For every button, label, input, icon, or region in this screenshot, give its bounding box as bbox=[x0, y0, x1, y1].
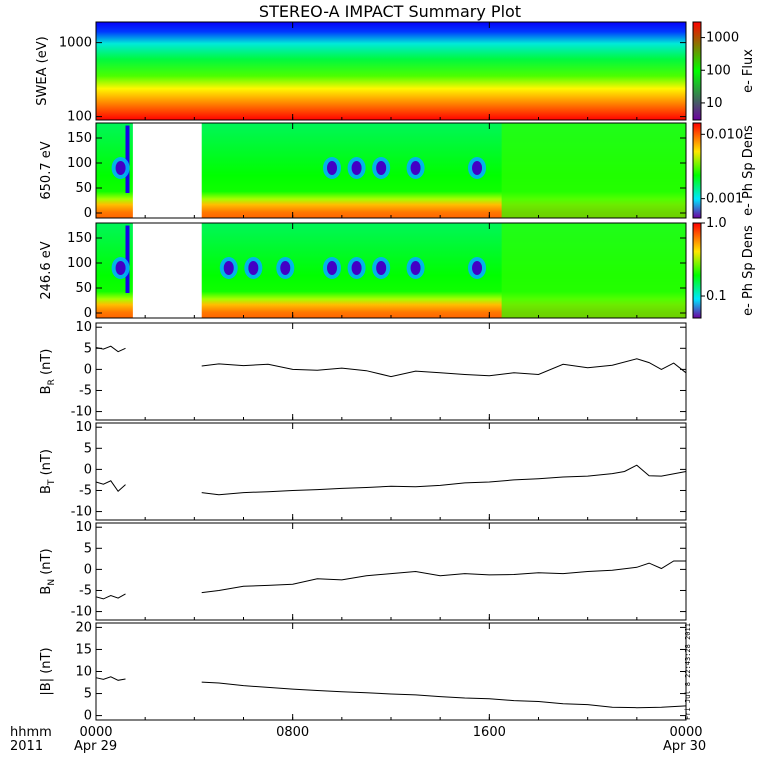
colorbar-tick-label: 10 bbox=[706, 96, 723, 111]
pad-blob-core bbox=[248, 261, 259, 275]
y-tick-label: 10 bbox=[75, 520, 92, 535]
data-gap bbox=[132, 223, 202, 318]
pad-blob-core bbox=[115, 161, 126, 175]
y-tick-label: 0 bbox=[84, 462, 92, 477]
pad-edge bbox=[125, 225, 130, 293]
colorbar-tick-label: 100 bbox=[706, 63, 731, 78]
data-gap bbox=[132, 123, 202, 218]
pad-blob-core bbox=[115, 261, 126, 275]
pad-blob-core bbox=[410, 261, 421, 275]
x-axis-caption-2: 2011 bbox=[10, 739, 44, 754]
y-tick-label: -5 bbox=[79, 483, 92, 498]
colorbar-tick-label: 0.001 bbox=[706, 192, 743, 207]
y-tick-label: 0 bbox=[84, 306, 92, 321]
br-trace bbox=[201, 358, 687, 378]
y-tick-label: 5 bbox=[84, 687, 92, 702]
bt-trace bbox=[201, 464, 687, 496]
y-tick-label: 0 bbox=[84, 206, 92, 221]
y-axis-label: SWEA (eV) bbox=[35, 36, 50, 105]
y-tick-label: 15 bbox=[75, 642, 92, 657]
br-trace bbox=[95, 345, 126, 353]
timestamp-stamp: Fri Jul 8 22:43:28 2011 bbox=[684, 623, 692, 720]
pad-blob-core bbox=[327, 261, 337, 275]
x-axis-caption-1: hhmm bbox=[10, 725, 52, 740]
y-axis-label: e- Ph Sp Dens bbox=[741, 125, 756, 216]
plot-title: STEREO-A IMPACT Summary Plot bbox=[258, 2, 522, 21]
y-tick-label: 10 bbox=[75, 320, 92, 335]
y-tick-label: 0 bbox=[84, 709, 92, 724]
y-tick-label: -10 bbox=[71, 405, 92, 420]
pad-late-region bbox=[501, 223, 686, 318]
y-axis-label: BR (nT) bbox=[39, 349, 57, 395]
y-axis-label: e- Flux bbox=[741, 49, 756, 93]
x-tick-label: 0800 bbox=[276, 725, 309, 740]
colorbar-tick-label: 0.1 bbox=[706, 289, 727, 304]
pad-colorbar bbox=[692, 222, 702, 319]
pad-blob-core bbox=[351, 261, 362, 275]
y-tick-label: 50 bbox=[75, 181, 92, 196]
bn-trace bbox=[201, 560, 686, 594]
swea-colorbar bbox=[692, 21, 702, 121]
pad-blob-core bbox=[472, 161, 483, 175]
pad-blob-core bbox=[280, 261, 291, 275]
y-axis-label: BT (nT) bbox=[39, 449, 57, 494]
y-tick-label: -5 bbox=[79, 383, 92, 398]
y-tick-label: 50 bbox=[75, 281, 92, 296]
y-axis-label: |B| (nT) bbox=[39, 647, 54, 695]
y-tick-label: -10 bbox=[71, 605, 92, 620]
line-panel-frame bbox=[95, 322, 687, 421]
pad-blob-core bbox=[376, 161, 387, 175]
pad-blob-core bbox=[472, 261, 483, 275]
y-tick-label: 10 bbox=[75, 420, 92, 435]
pad-colorbar bbox=[692, 122, 702, 219]
colorbar-tick-label: 1.0 bbox=[706, 216, 727, 231]
pad-blob-core bbox=[351, 161, 362, 175]
y-tick-label: 0 bbox=[84, 362, 92, 377]
pad-blob-core bbox=[223, 261, 234, 275]
x-tick-label: 1600 bbox=[473, 725, 506, 740]
colorbar-tick-label: 1000 bbox=[706, 31, 739, 46]
y-tick-label: 100 bbox=[67, 256, 92, 271]
bmag-trace bbox=[201, 681, 687, 709]
y-tick-label: 100 bbox=[67, 156, 92, 171]
pad-edge bbox=[125, 125, 130, 193]
date-end-label: Apr 30 bbox=[663, 739, 707, 754]
x-tick-label: 0000 bbox=[669, 725, 702, 740]
pad-blob-core bbox=[327, 161, 337, 175]
pad-late-region bbox=[501, 123, 686, 218]
y-tick-label: 10 bbox=[75, 665, 92, 680]
swea-spectrogram bbox=[96, 22, 686, 120]
y-tick-label: 150 bbox=[67, 231, 92, 246]
pad-blob-core bbox=[376, 261, 387, 275]
y-tick-label: -10 bbox=[71, 505, 92, 520]
line-panel-frame bbox=[95, 522, 687, 621]
y-tick-label: 150 bbox=[67, 131, 92, 146]
y-tick-label: 100 bbox=[67, 110, 92, 125]
x-tick-label: 0000 bbox=[79, 725, 112, 740]
bn-trace bbox=[95, 593, 126, 600]
y-tick-label: 1000 bbox=[59, 36, 92, 51]
y-axis-label: e- Ph Sp Dens bbox=[741, 225, 756, 316]
y-axis-label: 650.7 eV bbox=[39, 141, 54, 199]
y-tick-label: 20 bbox=[75, 620, 92, 635]
colorbar-tick-label: 0.010 bbox=[706, 127, 743, 142]
y-tick-label: 5 bbox=[84, 441, 92, 456]
y-axis-label: BN (nT) bbox=[39, 548, 57, 594]
bt-trace bbox=[95, 480, 126, 493]
pad-blob-core bbox=[410, 161, 421, 175]
y-tick-label: -5 bbox=[79, 583, 92, 598]
line-panel-frame bbox=[95, 422, 687, 521]
bmag-trace bbox=[95, 676, 126, 681]
y-tick-label: 5 bbox=[84, 541, 92, 556]
y-tick-label: 5 bbox=[84, 341, 92, 356]
y-tick-label: 0 bbox=[84, 562, 92, 577]
y-axis-label: 246.6 eV bbox=[39, 241, 54, 299]
date-start-label: Apr 29 bbox=[74, 739, 118, 754]
